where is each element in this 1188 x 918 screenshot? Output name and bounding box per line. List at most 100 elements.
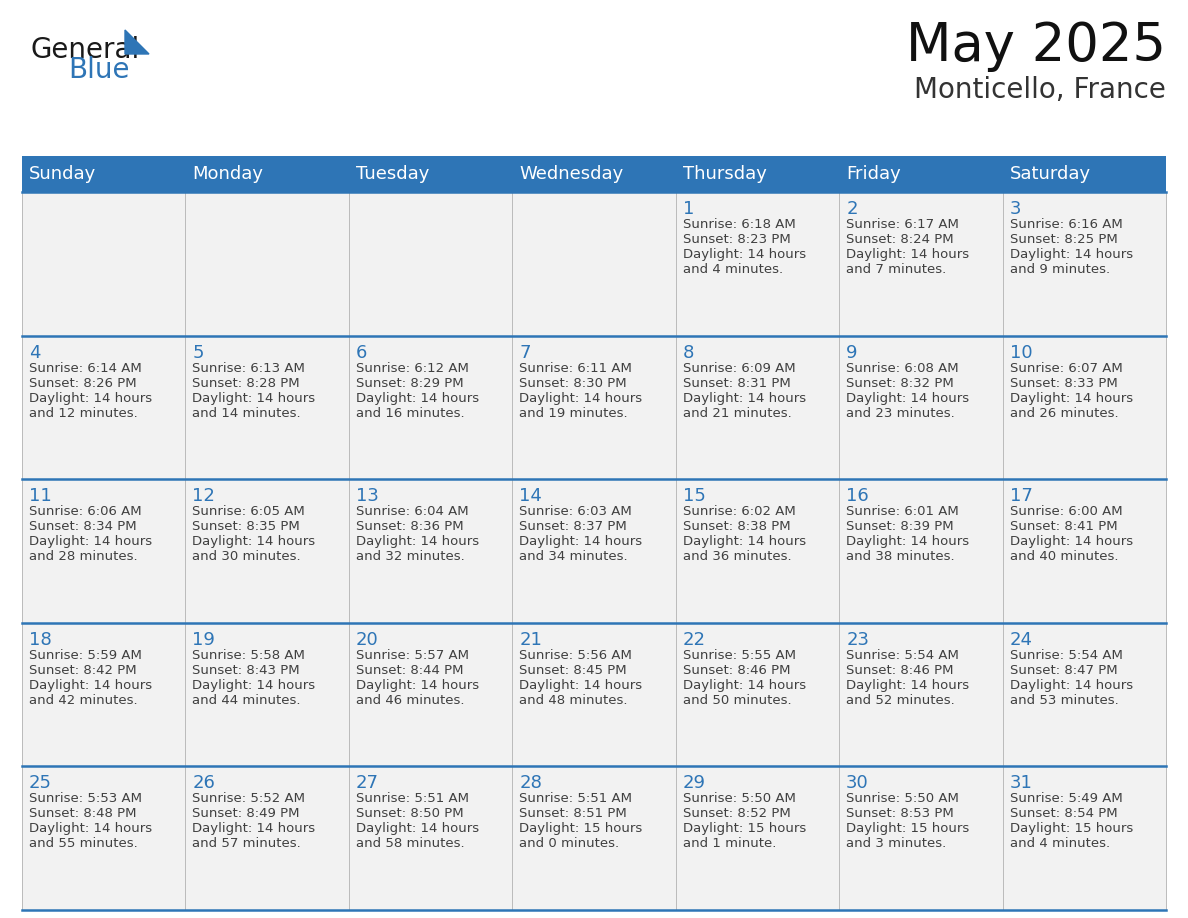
Text: Sunset: 8:35 PM: Sunset: 8:35 PM bbox=[192, 521, 301, 533]
Text: 27: 27 bbox=[356, 775, 379, 792]
Text: Sunrise: 6:05 AM: Sunrise: 6:05 AM bbox=[192, 505, 305, 518]
Text: 3: 3 bbox=[1010, 200, 1020, 218]
Text: Sunrise: 5:51 AM: Sunrise: 5:51 AM bbox=[356, 792, 469, 805]
Bar bbox=[349, 156, 512, 192]
Text: Sunrise: 5:50 AM: Sunrise: 5:50 AM bbox=[846, 792, 959, 805]
Text: Daylight: 15 hours: Daylight: 15 hours bbox=[846, 823, 969, 835]
Bar bbox=[349, 336, 512, 479]
Text: 29: 29 bbox=[683, 775, 706, 792]
Text: May 2025: May 2025 bbox=[906, 20, 1165, 72]
Bar bbox=[23, 622, 185, 767]
Text: Sunset: 8:41 PM: Sunset: 8:41 PM bbox=[1010, 521, 1117, 533]
Bar bbox=[839, 336, 1003, 479]
Bar bbox=[185, 479, 349, 622]
Text: Monticello, France: Monticello, France bbox=[914, 76, 1165, 104]
Text: Daylight: 14 hours: Daylight: 14 hours bbox=[846, 392, 969, 405]
Text: Sunrise: 5:53 AM: Sunrise: 5:53 AM bbox=[29, 792, 143, 805]
Bar bbox=[839, 156, 1003, 192]
Text: Sunset: 8:31 PM: Sunset: 8:31 PM bbox=[683, 376, 790, 389]
Text: Sunset: 8:49 PM: Sunset: 8:49 PM bbox=[192, 808, 299, 821]
Text: and 34 minutes.: and 34 minutes. bbox=[519, 550, 628, 564]
Bar bbox=[676, 336, 839, 479]
Text: and 57 minutes.: and 57 minutes. bbox=[192, 837, 302, 850]
Bar bbox=[349, 767, 512, 910]
Text: Sunset: 8:46 PM: Sunset: 8:46 PM bbox=[683, 664, 790, 677]
Bar bbox=[349, 622, 512, 767]
Bar bbox=[23, 336, 185, 479]
Text: and 0 minutes.: and 0 minutes. bbox=[519, 837, 619, 850]
Text: Sunset: 8:53 PM: Sunset: 8:53 PM bbox=[846, 808, 954, 821]
Text: and 53 minutes.: and 53 minutes. bbox=[1010, 694, 1118, 707]
Text: and 50 minutes.: and 50 minutes. bbox=[683, 694, 791, 707]
Bar bbox=[839, 192, 1003, 336]
Text: Sunset: 8:46 PM: Sunset: 8:46 PM bbox=[846, 664, 954, 677]
Bar bbox=[839, 767, 1003, 910]
Text: and 16 minutes.: and 16 minutes. bbox=[356, 407, 465, 420]
Text: Sunset: 8:38 PM: Sunset: 8:38 PM bbox=[683, 521, 790, 533]
Text: and 3 minutes.: and 3 minutes. bbox=[846, 837, 947, 850]
Text: 6: 6 bbox=[356, 343, 367, 362]
Text: and 1 minute.: and 1 minute. bbox=[683, 837, 776, 850]
Bar bbox=[185, 192, 349, 336]
Bar bbox=[1003, 479, 1165, 622]
Text: Daylight: 14 hours: Daylight: 14 hours bbox=[356, 823, 479, 835]
Text: Daylight: 14 hours: Daylight: 14 hours bbox=[519, 535, 643, 548]
Bar bbox=[23, 767, 185, 910]
Text: Sunrise: 5:55 AM: Sunrise: 5:55 AM bbox=[683, 649, 796, 662]
Text: and 52 minutes.: and 52 minutes. bbox=[846, 694, 955, 707]
Text: Sunset: 8:36 PM: Sunset: 8:36 PM bbox=[356, 521, 463, 533]
Text: Daylight: 14 hours: Daylight: 14 hours bbox=[846, 248, 969, 261]
Text: Sunrise: 6:16 AM: Sunrise: 6:16 AM bbox=[1010, 218, 1123, 231]
Text: 25: 25 bbox=[29, 775, 52, 792]
Text: Daylight: 14 hours: Daylight: 14 hours bbox=[683, 678, 805, 692]
Text: Sunrise: 6:03 AM: Sunrise: 6:03 AM bbox=[519, 505, 632, 518]
Bar bbox=[676, 479, 839, 622]
Text: Sunrise: 5:51 AM: Sunrise: 5:51 AM bbox=[519, 792, 632, 805]
Text: Friday: Friday bbox=[846, 165, 901, 183]
Text: Sunset: 8:50 PM: Sunset: 8:50 PM bbox=[356, 808, 463, 821]
Text: Sunset: 8:34 PM: Sunset: 8:34 PM bbox=[29, 521, 137, 533]
Bar bbox=[839, 622, 1003, 767]
Bar bbox=[23, 192, 185, 336]
Bar bbox=[512, 192, 676, 336]
Text: Daylight: 14 hours: Daylight: 14 hours bbox=[356, 678, 479, 692]
Text: and 44 minutes.: and 44 minutes. bbox=[192, 694, 301, 707]
Text: Daylight: 14 hours: Daylight: 14 hours bbox=[1010, 392, 1132, 405]
Text: Sunrise: 6:04 AM: Sunrise: 6:04 AM bbox=[356, 505, 468, 518]
Text: 20: 20 bbox=[356, 631, 379, 649]
Text: Sunrise: 6:07 AM: Sunrise: 6:07 AM bbox=[1010, 362, 1123, 375]
Text: 4: 4 bbox=[29, 343, 40, 362]
Bar bbox=[185, 622, 349, 767]
Text: Daylight: 14 hours: Daylight: 14 hours bbox=[1010, 535, 1132, 548]
Bar bbox=[1003, 192, 1165, 336]
Text: Sunset: 8:48 PM: Sunset: 8:48 PM bbox=[29, 808, 137, 821]
Bar bbox=[23, 479, 185, 622]
Text: Daylight: 14 hours: Daylight: 14 hours bbox=[356, 535, 479, 548]
Text: Daylight: 15 hours: Daylight: 15 hours bbox=[683, 823, 805, 835]
Text: 14: 14 bbox=[519, 487, 542, 505]
Text: Sunrise: 5:54 AM: Sunrise: 5:54 AM bbox=[846, 649, 959, 662]
Text: Sunset: 8:32 PM: Sunset: 8:32 PM bbox=[846, 376, 954, 389]
Text: Sunset: 8:52 PM: Sunset: 8:52 PM bbox=[683, 808, 790, 821]
Text: 31: 31 bbox=[1010, 775, 1032, 792]
Text: Sunset: 8:51 PM: Sunset: 8:51 PM bbox=[519, 808, 627, 821]
Text: and 58 minutes.: and 58 minutes. bbox=[356, 837, 465, 850]
Text: 28: 28 bbox=[519, 775, 542, 792]
Bar bbox=[512, 336, 676, 479]
Text: Sunrise: 5:49 AM: Sunrise: 5:49 AM bbox=[1010, 792, 1123, 805]
Text: Sunrise: 6:06 AM: Sunrise: 6:06 AM bbox=[29, 505, 141, 518]
Text: and 23 minutes.: and 23 minutes. bbox=[846, 407, 955, 420]
Text: Sunset: 8:26 PM: Sunset: 8:26 PM bbox=[29, 376, 137, 389]
Text: and 32 minutes.: and 32 minutes. bbox=[356, 550, 465, 564]
Text: and 14 minutes.: and 14 minutes. bbox=[192, 407, 301, 420]
Polygon shape bbox=[125, 30, 148, 54]
Text: Sunrise: 6:02 AM: Sunrise: 6:02 AM bbox=[683, 505, 796, 518]
Bar bbox=[676, 767, 839, 910]
Text: Daylight: 14 hours: Daylight: 14 hours bbox=[519, 392, 643, 405]
Text: and 21 minutes.: and 21 minutes. bbox=[683, 407, 791, 420]
Text: Sunrise: 5:54 AM: Sunrise: 5:54 AM bbox=[1010, 649, 1123, 662]
Text: Sunset: 8:29 PM: Sunset: 8:29 PM bbox=[356, 376, 463, 389]
Text: Sunday: Sunday bbox=[29, 165, 96, 183]
Text: Monday: Monday bbox=[192, 165, 264, 183]
Text: Sunset: 8:33 PM: Sunset: 8:33 PM bbox=[1010, 376, 1118, 389]
